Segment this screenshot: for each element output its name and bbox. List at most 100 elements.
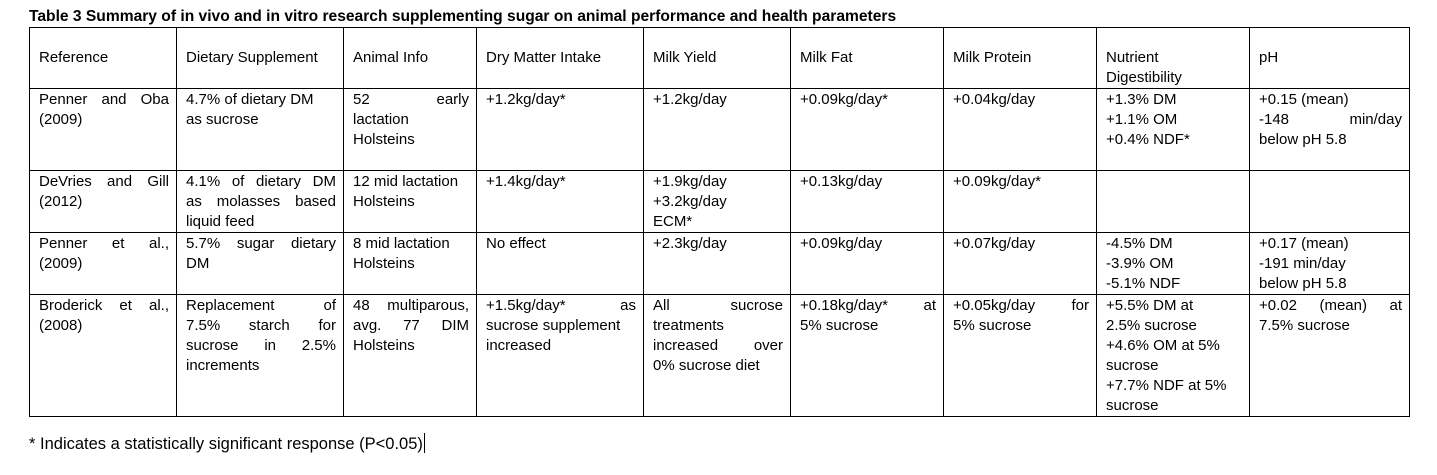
cell-line: Holsteins: [353, 337, 415, 354]
cell-milk-yield: +2.3kg/day: [643, 232, 791, 295]
header-milk-protein: Milk Protein: [943, 27, 1097, 89]
cell-line: All sucrose: [653, 297, 783, 314]
cell-line: lactation: [353, 111, 409, 128]
cell-line: 5% sucrose: [953, 317, 1032, 334]
cell-dry-matter-intake: No effect: [476, 232, 644, 295]
cell-line: -148 min/day: [1259, 111, 1402, 128]
cell-line: Holsteins: [353, 193, 415, 210]
cell-dry-matter-intake: +1.2kg/day*: [476, 88, 644, 171]
cell-line: +7.7% NDF at 5%: [1106, 377, 1227, 394]
cell-animal-info: 8 mid lactation Holsteins: [343, 232, 477, 295]
cell-line: No effect: [486, 235, 546, 252]
cell-line: (2012): [39, 193, 83, 210]
cell-dry-matter-intake: +1.4kg/day*: [476, 170, 644, 233]
cell-line: below pH 5.8: [1259, 275, 1347, 292]
cell-line: +5.5% DM at: [1106, 297, 1194, 314]
cell-line: +0.4% NDF*: [1106, 131, 1190, 148]
cell-line: +1.1% OM: [1106, 111, 1178, 128]
header-digestibility-line: Nutrient: [1106, 49, 1159, 66]
cell-line: increments: [186, 357, 260, 374]
header-digestibility-line: Digestibility: [1106, 69, 1182, 86]
cell-ph: +0.17 (mean) -191 min/day below pH 5.8: [1249, 232, 1410, 295]
cell-line: +1.9kg/day: [653, 173, 727, 190]
cell-animal-info: 12 mid lactation Holsteins: [343, 170, 477, 233]
cell-ph: +0.02 (mean) at 7.5% sucrose: [1249, 294, 1410, 417]
cell-reference: DeVries and Gill (2012): [29, 170, 177, 233]
cell-milk-protein: +0.09kg/day*: [943, 170, 1097, 233]
cell-nutrient-digestibility: -4.5% DM -3.9% OM -5.1% NDF: [1096, 232, 1250, 295]
cell-line: liquid feed: [186, 213, 255, 230]
header-reference: Reference: [29, 27, 177, 89]
cell-line: -191 min/day: [1259, 255, 1346, 272]
cell-line: +4.6% OM at 5%: [1106, 337, 1220, 354]
cell-line: 4.7% of dietary DM: [186, 91, 314, 108]
cell-line: sucrose: [1106, 397, 1159, 414]
cell-ph: +0.15 (mean) -148 min/day below pH 5.8: [1249, 88, 1410, 171]
cell-line: DM: [186, 255, 210, 272]
cell-line: 2.5% sucrose: [1106, 317, 1197, 334]
cell-line: 0% sucrose diet: [653, 357, 760, 374]
cell-line: sucrose: [1106, 357, 1159, 374]
cell-line: as molasses based: [186, 193, 336, 210]
cell-line: +2.3kg/day: [653, 235, 727, 252]
cell-supplement: 4.7% of dietary DM as sucrose: [176, 88, 344, 171]
cell-line: -4.5% DM: [1106, 235, 1173, 252]
cell-line: +1.2kg/day*: [486, 91, 566, 108]
table-title: Table 3 Summary of in vivo and in vitro …: [29, 8, 897, 25]
cell-line: +1.4kg/day*: [486, 173, 566, 190]
cell-milk-fat: +0.09kg/day*: [790, 88, 944, 171]
cell-line: +0.15 (mean): [1259, 91, 1349, 108]
cell-line: 8 mid lactation: [353, 235, 450, 252]
cell-line: +0.07kg/day: [953, 235, 1036, 252]
cell-line: +0.02 (mean) at: [1259, 297, 1402, 314]
cell-line: as sucrose: [186, 111, 259, 128]
cell-line: +0.13kg/day: [800, 173, 883, 190]
footnote: * Indicates a statistically significant …: [29, 433, 425, 454]
cell-animal-info: 52 early lactation Holsteins: [343, 88, 477, 171]
cell-line: 7.5% starch for: [186, 317, 336, 334]
cell-nutrient-digestibility: +1.3% DM +1.1% OM +0.4% NDF*: [1096, 88, 1250, 171]
table-row: Penner and Oba (2009) 4.7% of dietary DM as…: [29, 88, 1410, 171]
header-milk-yield: Milk Yield: [643, 27, 791, 89]
cell-line: +0.05kg/day for: [953, 297, 1089, 314]
cell-line: +1.5kg/day* as: [486, 297, 636, 314]
cell-line: sucrose supplement: [486, 317, 621, 334]
table-row: Penner et al., (2009) 5.7% sugar dietary DM…: [29, 232, 1410, 295]
header-animal-info: Animal Info: [343, 27, 477, 89]
header-supplement: Dietary Supplement: [176, 27, 344, 89]
cell-line: increased: [486, 337, 552, 354]
cell-line: -5.1% NDF: [1106, 275, 1181, 292]
cell-reference: Broderick et al., (2008): [29, 294, 177, 417]
cell-line: +1.3% DM: [1106, 91, 1177, 108]
cell-milk-fat: +0.13kg/day: [790, 170, 944, 233]
cell-line: increased over: [653, 337, 783, 354]
cell-line: +3.2kg/day: [653, 193, 727, 210]
header-ph: pH: [1249, 27, 1410, 89]
cell-line: treatments: [653, 317, 724, 334]
cell-line: Holsteins: [353, 255, 415, 272]
cell-dry-matter-intake: +1.5kg/day* as sucrose supplement increase…: [476, 294, 644, 417]
cell-line: sucrose in 2.5%: [186, 337, 336, 354]
cell-milk-protein: +0.07kg/day: [943, 232, 1097, 295]
cell-line: Penner et al.,: [39, 235, 169, 252]
cell-line: Holsteins: [353, 131, 415, 148]
cell-milk-protein: +0.05kg/day for 5% sucrose: [943, 294, 1097, 417]
cell-nutrient-digestibility: [1096, 170, 1250, 233]
cell-ph: [1249, 170, 1410, 233]
cell-line: +0.04kg/day: [953, 91, 1036, 108]
cell-line: +0.09kg/day*: [800, 91, 888, 108]
cell-line: 7.5% sucrose: [1259, 317, 1350, 334]
cell-line: (2008): [39, 317, 83, 334]
cell-line: (2009): [39, 111, 83, 128]
footnote-text: * Indicates a statistically significant …: [29, 435, 423, 453]
text-cursor: [423, 433, 425, 453]
cell-line: Replacement of: [186, 297, 336, 314]
cell-milk-protein: +0.04kg/day: [943, 88, 1097, 171]
cell-line: 52 early: [353, 91, 469, 108]
cell-line: -3.9% OM: [1106, 255, 1174, 272]
cell-reference: Penner and Oba (2009): [29, 88, 177, 171]
cell-line: 5.7% sugar dietary: [186, 235, 336, 252]
cell-line: +0.18kg/day* at: [800, 297, 936, 314]
table-row: Broderick et al., (2008) Replacement of 7.5…: [29, 294, 1410, 417]
cell-supplement: 5.7% sugar dietary DM: [176, 232, 344, 295]
